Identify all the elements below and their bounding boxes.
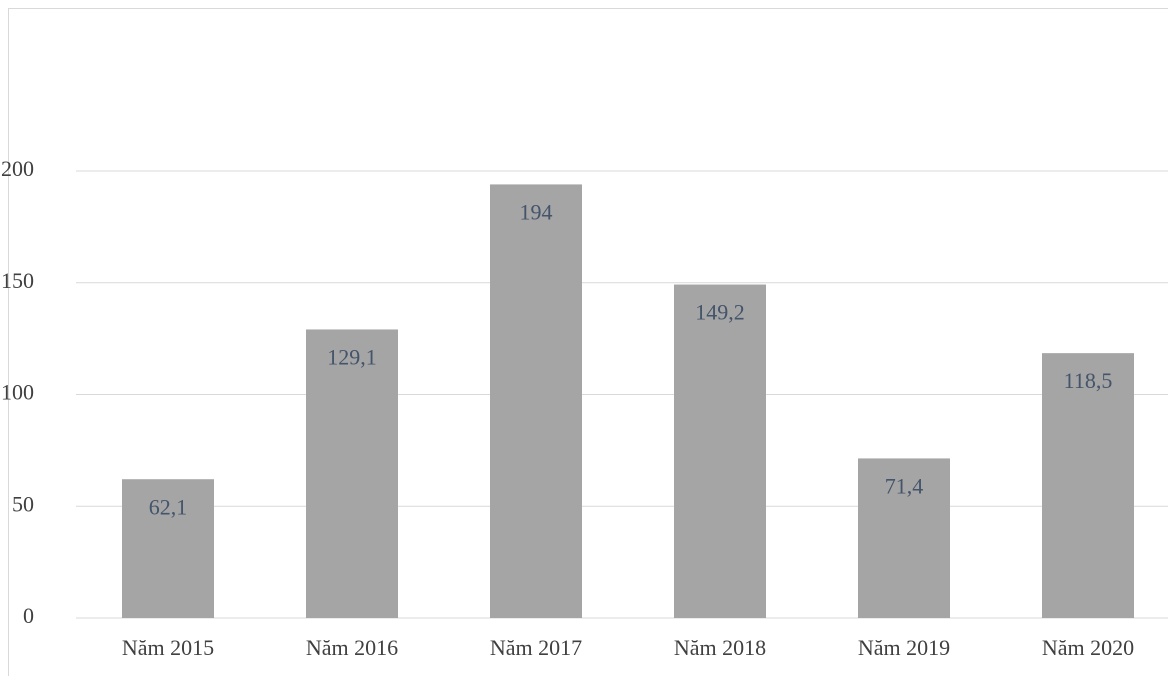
bar — [1042, 353, 1134, 618]
bar — [674, 284, 766, 618]
x-tick-label: Năm 2017 — [490, 635, 582, 660]
data-label: 62,1 — [149, 494, 188, 519]
bar — [122, 479, 214, 618]
x-tick-label: Năm 2020 — [1042, 635, 1134, 660]
x-tick-label: Năm 2015 — [122, 635, 214, 660]
y-tick-label: 100 — [1, 380, 34, 405]
x-tick-label: Năm 2019 — [858, 635, 950, 660]
y-tick-label: 50 — [12, 491, 34, 516]
data-label: 194 — [520, 199, 553, 224]
data-label: 118,5 — [1064, 368, 1113, 393]
y-tick-label: 0 — [23, 603, 34, 628]
data-label: 129,1 — [327, 345, 377, 370]
x-tick-label: Năm 2016 — [306, 635, 398, 660]
bar — [306, 329, 398, 618]
x-tick-label: Năm 2018 — [674, 635, 766, 660]
bar — [490, 184, 582, 618]
data-label: 149,2 — [695, 300, 745, 325]
y-tick-label: 200 — [1, 156, 34, 181]
bar — [858, 458, 950, 618]
chart-frame — [8, 8, 1168, 676]
data-label: 71,4 — [885, 473, 924, 498]
y-tick-label: 150 — [1, 268, 34, 293]
